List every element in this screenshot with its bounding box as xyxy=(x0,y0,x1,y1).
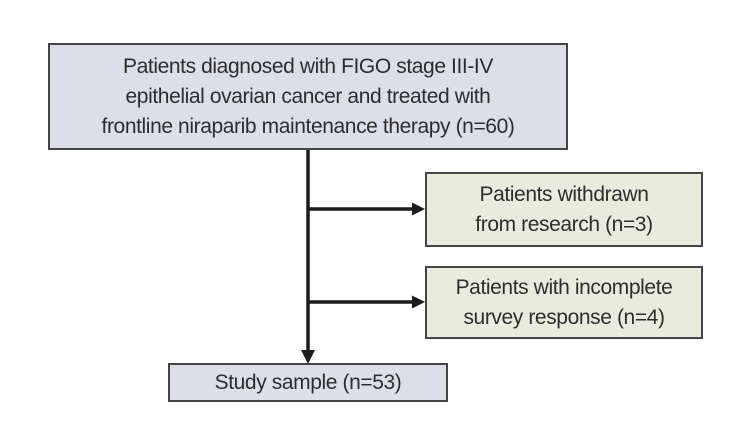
population-line-2: epithelial ovarian cancer and treated wi… xyxy=(125,84,491,108)
population-line-3: frontline niraparib maintenance therapy … xyxy=(101,114,515,138)
arrow-to-incomplete xyxy=(308,295,425,309)
flow-box-population: Patients diagnosed with FIGO stage III-I… xyxy=(48,43,568,150)
flow-box-incomplete: Patients with incomplete survey response… xyxy=(425,266,703,339)
flow-box-sample: Study sample (n=53) xyxy=(168,363,448,402)
arrow-population-to-sample xyxy=(301,149,315,364)
incomplete-line-2: survey response (n=4) xyxy=(463,305,665,329)
arrow-to-withdrawn xyxy=(308,202,425,216)
population-line-1: Patients diagnosed with FIGO stage III-I… xyxy=(123,54,493,78)
withdrawn-line-1: Patients withdrawn xyxy=(479,182,649,206)
withdrawn-line-2: from research (n=3) xyxy=(475,212,653,236)
incomplete-line-1: Patients with incomplete xyxy=(455,275,673,299)
flow-box-withdrawn: Patients withdrawn from research (n=3) xyxy=(425,172,703,247)
sample-line-1: Study sample (n=53) xyxy=(214,370,402,394)
